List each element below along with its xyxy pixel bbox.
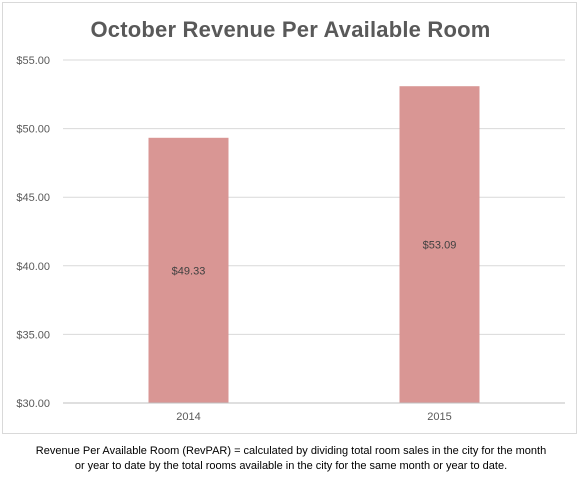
footnote-line-1: Revenue Per Available Room (RevPAR) = ca… [35,445,547,457]
y-tick-label: $35.00 [16,329,50,341]
bar-2015 [399,86,480,403]
chart-title: October Revenue Per Available Room [90,17,491,42]
data-label: $49.33 [172,265,206,277]
x-tick-label: 2014 [176,411,200,423]
y-tick-label: $30.00 [16,398,50,410]
y-tick-label: $40.00 [16,261,50,273]
revpar-definition-note: Revenue Per Available Room (RevPAR) = ca… [0,444,582,474]
chart-area: October Revenue Per Available Room $30.0… [2,2,577,434]
footnote-line-2: or year to date by the total rooms avail… [74,460,508,472]
bar-2014 [148,137,229,403]
y-tick-label: $45.00 [16,192,50,204]
bar-chart-plot: $30.00 $35.00 $40.00 $45.00 $50.00 $55.00 $49.… [16,55,565,423]
data-label: $53.09 [423,240,457,252]
y-tick-label: $50.00 [16,124,50,136]
x-tick-label: 2015 [427,411,451,423]
y-tick-label: $55.00 [16,55,50,67]
